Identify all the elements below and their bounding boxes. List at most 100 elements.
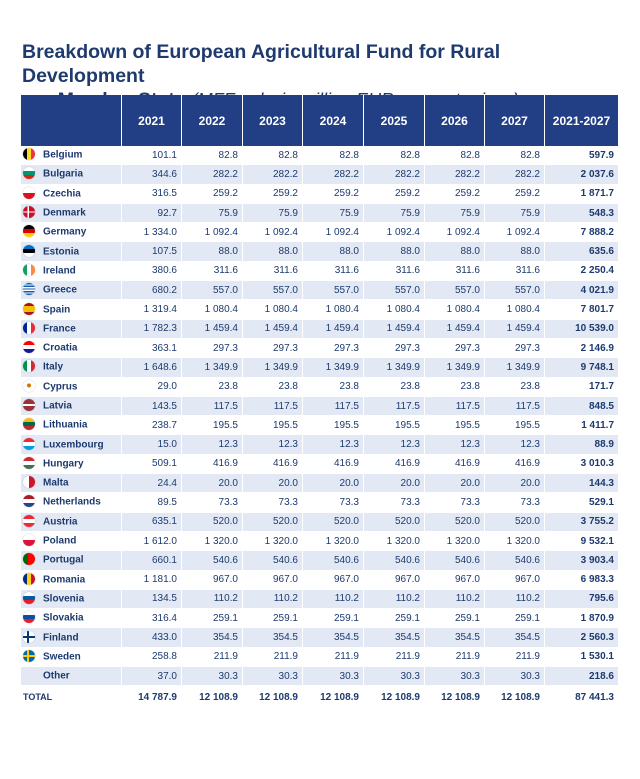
country-flag-icon [23,418,35,431]
value-cell: 967.0 [364,570,425,590]
country-flag-icon [23,399,35,411]
country-name: Slovenia [43,593,85,605]
value-cell: 110.2 [243,589,303,610]
value-cell: 1 648.6 [122,358,182,378]
country-cell: Finland [21,628,122,648]
value-cell: 354.5 [364,628,425,648]
value-cell: 1 092.4 [243,223,303,243]
value-cell: 520.0 [303,512,364,532]
country-flag-icon [23,476,35,489]
country-cell: Germany [21,223,122,243]
country-name: Cyprus [43,381,78,393]
row-total-cell: 10 539.0 [545,319,618,339]
row-total-cell: 848.5 [545,396,618,417]
table-row: Denmark 92.7 75.9 75.9 75.9 75.9 75.9 75.9 548.3 [21,203,618,224]
country-name: Poland [43,535,77,547]
row-total-cell: 88.9 [545,435,618,455]
row-total-cell: 1 530.1 [545,648,618,668]
value-cell: 82.8 [485,146,545,166]
country-name: Latvia [43,400,72,412]
value-cell: 259.1 [182,609,243,629]
value-cell: 540.6 [243,551,303,571]
table-row: Luxembourg 15.0 12.3 12.3 12.3 12.3 12.3 12.3 88… [21,435,618,455]
table-row: Croatia 363.1 297.3 297.3 297.3 297.3 297.3 297… [21,338,618,359]
value-cell: 363.1 [122,338,182,359]
value-cell: 30.3 [364,667,425,687]
table-row: France 1 782.3 1 459.4 1 459.4 1 459.4 1 459.… [21,319,618,339]
country-flag-icon [23,437,35,450]
column-header-2022: 2022 [182,95,243,146]
value-cell: 354.5 [243,628,303,648]
value-cell: 1 320.0 [485,531,545,552]
value-cell: 540.6 [303,551,364,571]
value-cell: 23.8 [303,377,364,397]
value-cell: 259.2 [425,184,485,204]
country-cell: Poland [21,531,122,552]
value-cell: 259.2 [182,184,243,204]
country-cell: Spain [21,300,122,320]
value-cell: 211.9 [303,647,364,668]
country-flag-icon [23,302,35,315]
value-cell: 107.5 [122,242,182,262]
fund-breakdown-table: 2021 2022 2023 2024 2025 2026 2027 2021-… [21,95,618,710]
value-cell: 433.0 [122,628,182,648]
country-flag-icon [23,514,35,527]
row-total-cell: 7 888.2 [545,223,618,243]
country-name: Ireland [43,265,76,277]
value-cell: 12.3 [243,435,303,455]
value-cell: 1 349.9 [425,358,485,378]
value-cell: 344.6 [122,165,182,185]
value-cell: 520.0 [182,512,243,532]
country-cell: Bulgaria [21,165,122,185]
value-cell: 75.9 [303,203,364,224]
value-cell: 557.0 [425,281,485,301]
value-cell: 416.9 [243,454,303,475]
country-name: Finland [43,632,79,644]
country-flag-icon [23,630,35,643]
value-cell: 143.5 [122,396,182,417]
column-header-2021: 2021 [122,95,182,146]
value-cell: 211.9 [425,647,485,668]
column-header-total: 2021-2027 [545,95,618,146]
value-cell: 282.2 [182,165,243,185]
table-row: Romania 1 181.0 967.0 967.0 967.0 967.0 967.0 9… [21,570,618,590]
value-cell: 1 320.0 [425,531,485,552]
country-cell: Denmark [21,203,122,224]
table-body: Belgium 101.1 82.8 82.8 82.8 82.8 82.8 82.8 597.… [21,146,618,687]
value-cell: 967.0 [182,570,243,590]
table-row: Estonia 107.5 88.0 88.0 88.0 88.0 88.0 88.0 635.… [21,242,618,262]
value-cell: 92.7 [122,203,182,224]
value-cell: 1 334.0 [122,223,182,243]
value-cell: 680.2 [122,281,182,301]
country-name: France [43,323,76,335]
value-cell: 1 319.4 [122,300,182,320]
value-cell: 967.0 [303,570,364,590]
country-cell: Luxembourg [21,435,122,455]
table-row: Portugal 660.1 540.6 540.6 540.6 540.6 540.6 54… [21,551,618,571]
value-cell: 30.3 [485,667,545,687]
value-cell: 1 092.4 [485,223,545,243]
country-flag-icon [23,495,35,508]
table-row: Sweden 258.8 211.9 211.9 211.9 211.9 211.9 211.… [21,647,618,668]
value-cell: 1 080.4 [485,300,545,320]
value-cell: 557.0 [485,281,545,301]
value-cell: 1 080.4 [243,300,303,320]
value-cell: 1 459.4 [243,319,303,339]
table-row: Spain 1 319.4 1 080.4 1 080.4 1 080.4 1 080.4… [21,300,618,320]
row-total-cell: 6 983.3 [545,571,618,590]
value-cell: 416.9 [485,454,545,475]
country-cell: Estonia [21,242,122,262]
table-row: Bulgaria 344.6 282.2 282.2 282.2 282.2 282.2 28… [21,165,618,185]
value-cell: 520.0 [364,512,425,532]
country-cell: Romania [21,570,122,590]
country-cell: Netherlands [21,493,122,513]
value-cell: 311.6 [303,261,364,282]
value-cell: 195.5 [303,416,364,436]
value-cell: 23.8 [182,377,243,397]
value-cell: 557.0 [303,281,364,301]
value-cell: 211.9 [243,647,303,668]
value-cell: 88.0 [243,242,303,262]
column-header-2024: 2024 [303,95,364,146]
value-cell: 1 612.0 [122,531,182,552]
country-name: Malta [43,477,69,489]
